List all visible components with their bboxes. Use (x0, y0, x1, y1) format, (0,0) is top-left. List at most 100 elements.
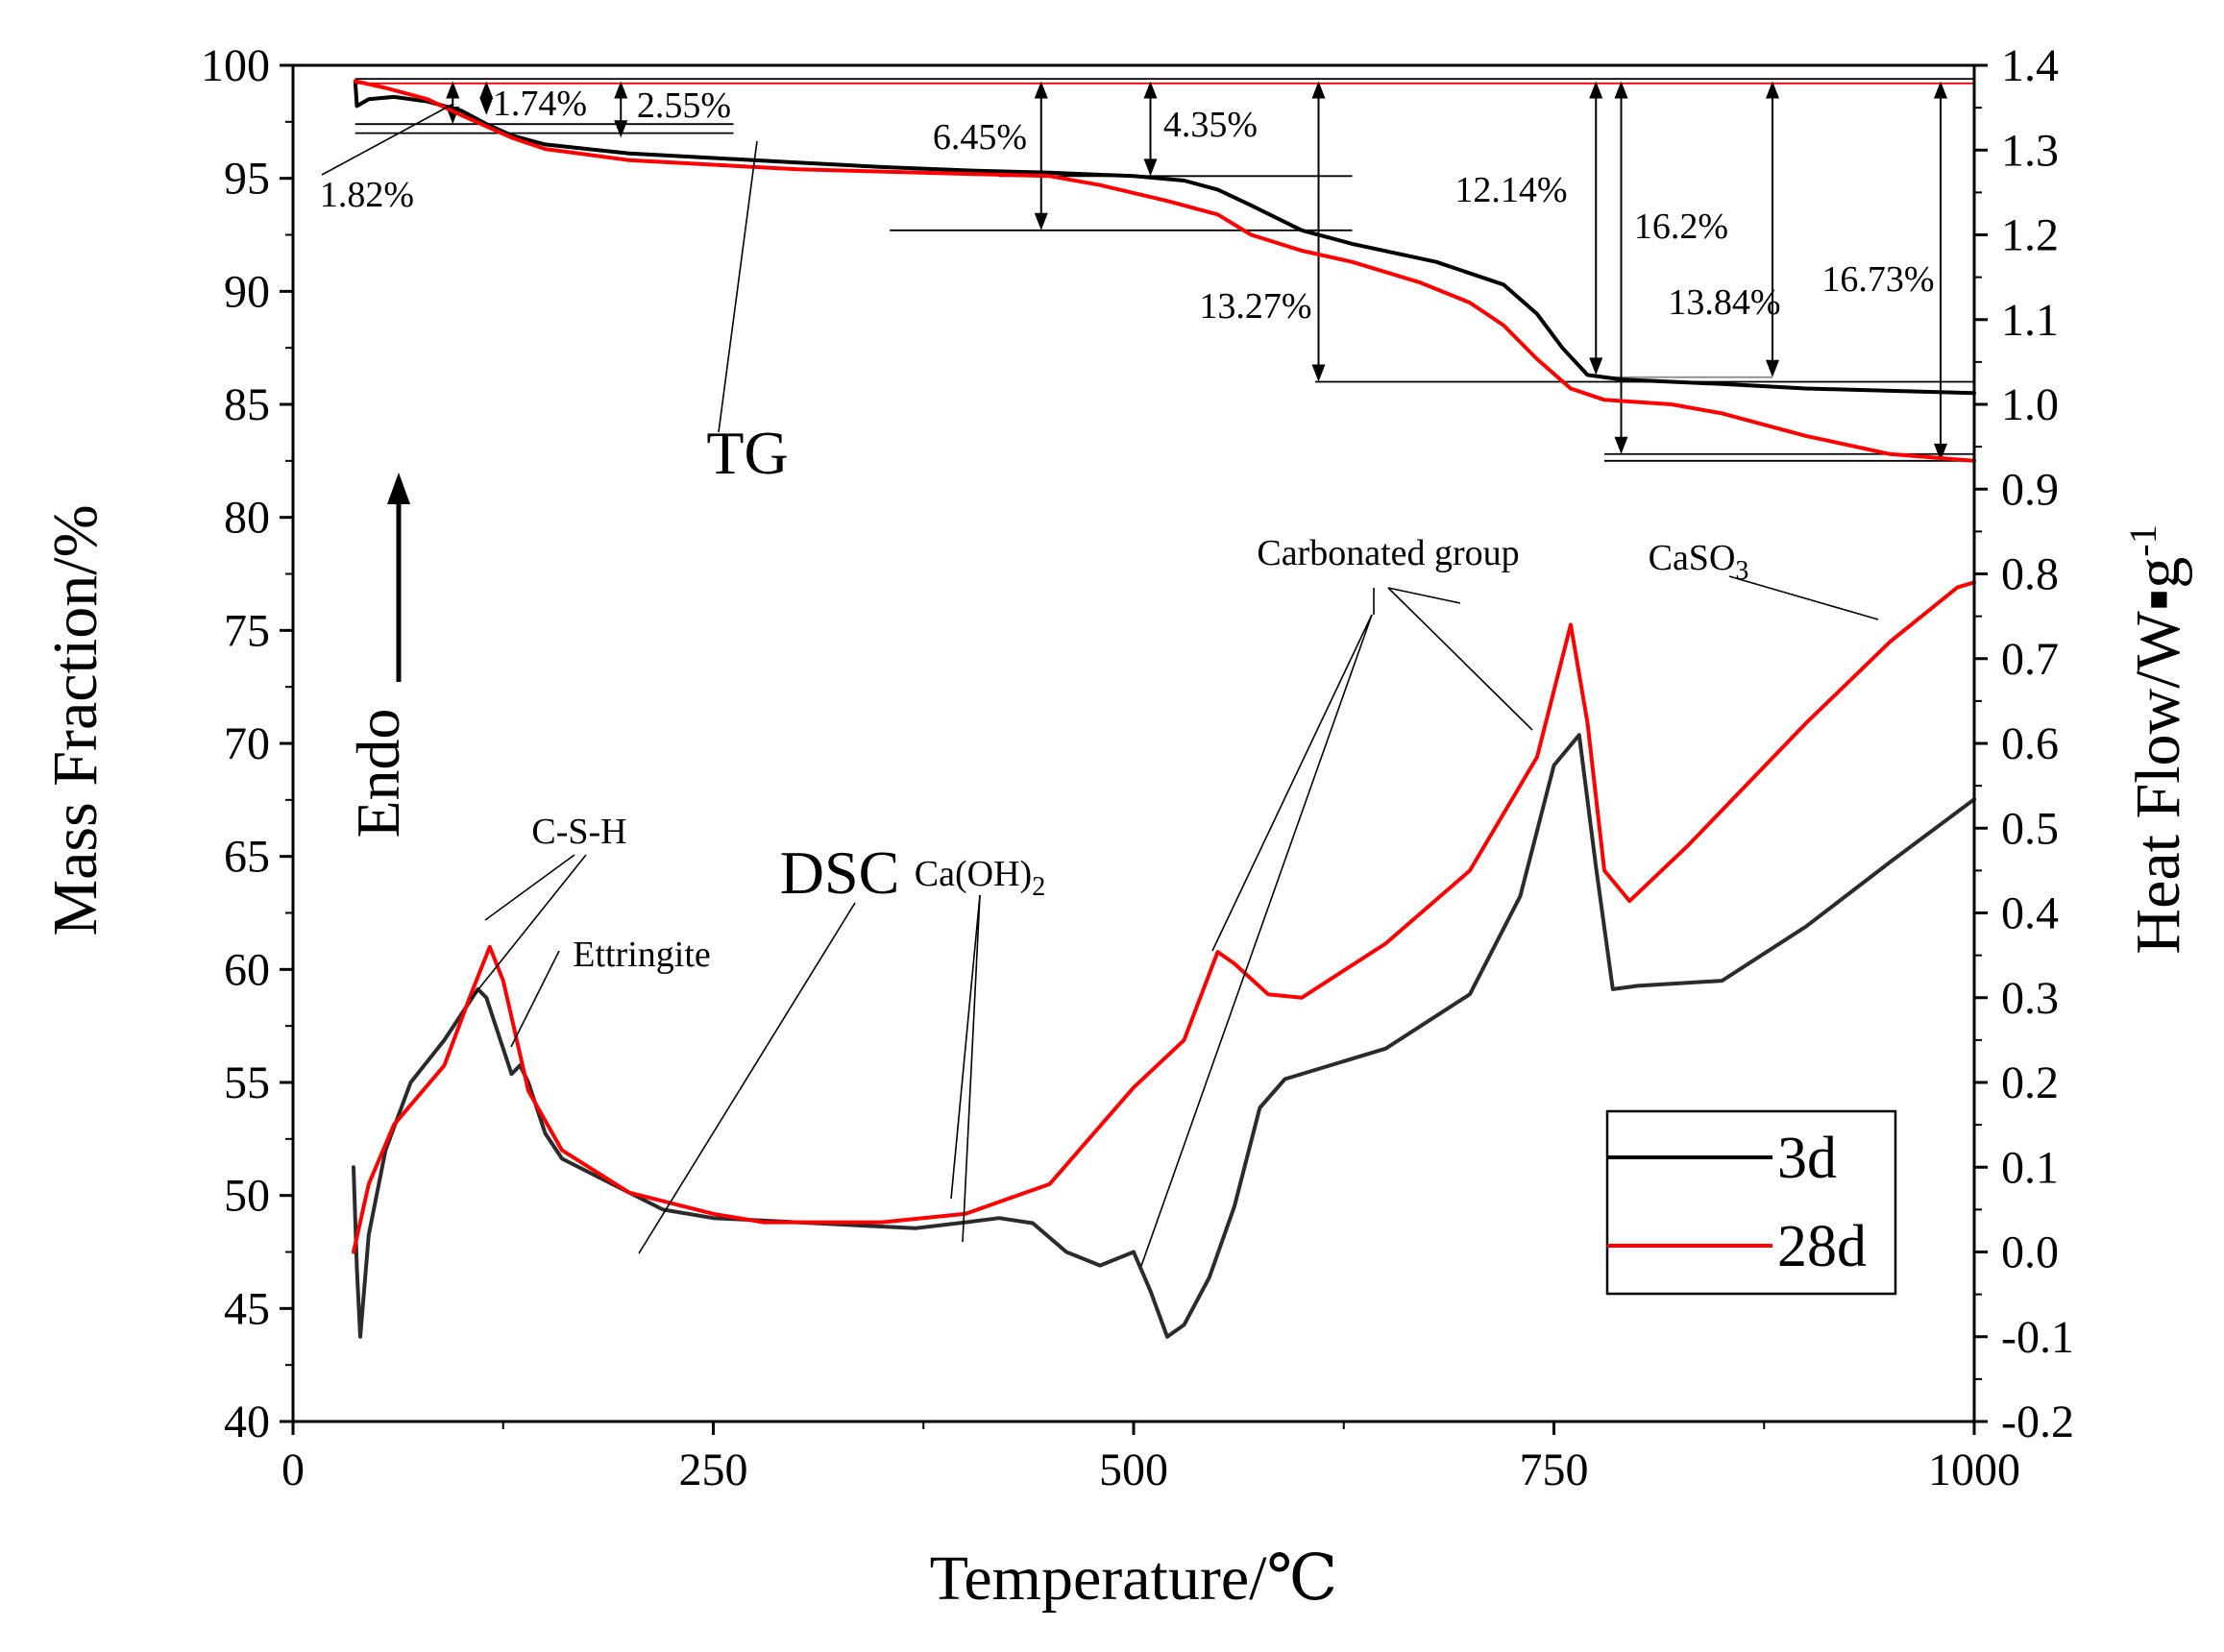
measure-arrow-head-up (479, 81, 494, 99)
x-axis-title: Temperature/℃ (930, 1543, 1338, 1614)
y-right-tick-label: 0.6 (2001, 718, 2059, 769)
leader-carb-b (1140, 614, 1373, 1267)
peak-label-caoh2-main: Ca(OH) (915, 854, 1032, 894)
legend-label-28d: 28d (1777, 1214, 1867, 1279)
legend-label-3d: 3d (1777, 1126, 1837, 1191)
peak-label-caoh2: Ca(OH)2 (915, 854, 1045, 902)
percent-label-1-74: 1.74% (493, 84, 587, 124)
leader-lines (321, 103, 1879, 1267)
leader-dsc (638, 902, 856, 1254)
measure-arrow-head-down (1143, 158, 1158, 177)
y-right-tick-label: 0.8 (2001, 549, 2059, 600)
y-right-tick-label: 0.4 (2001, 888, 2059, 939)
measure-arrow-head-down (614, 120, 628, 138)
leader-caoh2-b (962, 894, 981, 1243)
y-left-tick-label: 45 (224, 1283, 270, 1334)
dsc-label: DSC (780, 838, 900, 907)
x-tick-label: 250 (679, 1445, 748, 1495)
y-right-tick-label: 0.3 (2001, 973, 2059, 1024)
y-left-tick-label: 55 (224, 1057, 270, 1108)
leader-carb-a (1211, 614, 1373, 952)
leader-ettringite (510, 950, 560, 1048)
y-left-tick-label: 70 (224, 718, 270, 769)
percent-label-2-55: 2.55% (637, 85, 731, 126)
peak-label-caso3-main: CaSO (1649, 538, 1736, 578)
y-left-tick-label: 80 (224, 493, 270, 544)
measure-arrow-head-down (1614, 436, 1628, 454)
measure-arrow-head-down (1589, 357, 1603, 376)
y-left-tick-label: 65 (224, 832, 270, 883)
x-tick-label: 500 (1099, 1445, 1168, 1495)
measure-arrow-head-up (614, 81, 628, 99)
y-right-tick-label: -0.1 (2001, 1312, 2074, 1363)
percent-label-13-27: 13.27% (1199, 286, 1311, 327)
measure-arrow-head-up (1934, 81, 1947, 99)
peak-label-caso3: CaSO3 (1649, 538, 1749, 586)
y-right-axis-title: Heat Flow/W▪g-1 (2121, 524, 2193, 954)
percent-label-1-82: 1.82% (320, 175, 414, 215)
measure-arrow-head-up (1034, 81, 1048, 99)
y-right-tick-label: -0.2 (2001, 1397, 2074, 1447)
y-left-tick-label: 85 (224, 379, 270, 430)
leader-csh-28d (484, 854, 575, 921)
endo-arrow-head (387, 473, 410, 504)
percent-label-12-14: 12.14% (1454, 170, 1567, 210)
leader-csh-3d (470, 854, 587, 1000)
peak-label-ettringite: Ettringite (573, 935, 711, 975)
series-line-28d-tg (353, 79, 1976, 463)
measure-arrow-head-down (1766, 359, 1779, 377)
series-line-3d-tg (353, 79, 1976, 396)
legend: 3d 28d (1605, 1109, 1897, 1296)
y-left-tick-label: 60 (224, 944, 270, 995)
series-line-28d-dsc (352, 580, 1976, 1254)
peak-label-caoh2-sub: 2 (1032, 872, 1045, 902)
y-right-tick-label: 1.2 (2001, 210, 2059, 261)
y-right-axis-title-main: Heat Flow/W▪g (2123, 557, 2193, 955)
x-tick-label: 0 (281, 1445, 305, 1495)
measure-arrow-head-up (1311, 81, 1326, 99)
percent-label-13-84: 13.84% (1668, 282, 1780, 323)
y-right-axis-ticks: -0.2 -0.1 0.0 0.1 0.2 0.3 0.4 0.5 0.6 0.7 0.8 0.9 1.… (1974, 40, 2074, 1447)
y-left-tick-label: 95 (224, 154, 270, 205)
percent-label-6-45: 6.45% (933, 117, 1027, 158)
x-axis-ticks: 0 250 500 750 1000 (281, 1421, 2020, 1495)
y-left-axis-title: Mass Fraction/% (40, 504, 110, 935)
peak-label-csh: C-S-H (531, 812, 626, 852)
percent-label-16-2: 16.2% (1634, 206, 1728, 247)
y-right-tick-label: 1.1 (2001, 295, 2059, 346)
percent-label-16-73: 16.73% (1821, 259, 1934, 300)
leader-caoh2-a (950, 894, 981, 1200)
y-left-tick-label: 75 (224, 605, 270, 656)
leader-carb-d (1387, 587, 1533, 731)
y-left-tick-label: 40 (224, 1397, 270, 1447)
y-right-tick-label: 0.0 (2001, 1227, 2059, 1278)
leader-carb-c (1387, 587, 1461, 604)
y-left-tick-label: 90 (224, 266, 270, 317)
measure-arrow-head-down (1034, 212, 1048, 231)
measure-arrow-head-up (1614, 81, 1628, 99)
y-right-tick-label: 1.4 (2001, 40, 2059, 91)
y-right-axis-title-sup: -1 (2121, 524, 2164, 556)
y-left-tick-label: 50 (224, 1171, 270, 1222)
endo-label: Endo (344, 708, 412, 838)
y-left-axis-ticks: 40 45 50 55 60 65 70 75 80 85 90 95 100 (201, 40, 293, 1447)
x-tick-label: 750 (1520, 1445, 1589, 1495)
tg-label: TG (706, 419, 788, 487)
y-left-tick-label: 100 (201, 40, 270, 91)
y-right-tick-label: 0.9 (2001, 464, 2059, 515)
measure-arrow-head-up (1589, 81, 1603, 99)
y-right-tick-label: 0.5 (2001, 803, 2059, 854)
x-tick-label: 1000 (1928, 1445, 2020, 1495)
leader-1-82 (321, 103, 454, 176)
measure-arrow-head-down (479, 97, 494, 115)
percent-label-4-35: 4.35% (1163, 105, 1258, 145)
peak-label-carbonated: Carbonated group (1257, 533, 1519, 573)
y-right-tick-label: 1.3 (2001, 125, 2059, 176)
measure-arrow-head-down (1934, 443, 1947, 461)
measure-arrow-head-down (1311, 364, 1326, 382)
leader-caso3 (1728, 575, 1879, 620)
measure-arrow-head-up (1766, 81, 1779, 99)
y-right-tick-label: 0.7 (2001, 634, 2059, 685)
legend-box (1605, 1109, 1897, 1296)
